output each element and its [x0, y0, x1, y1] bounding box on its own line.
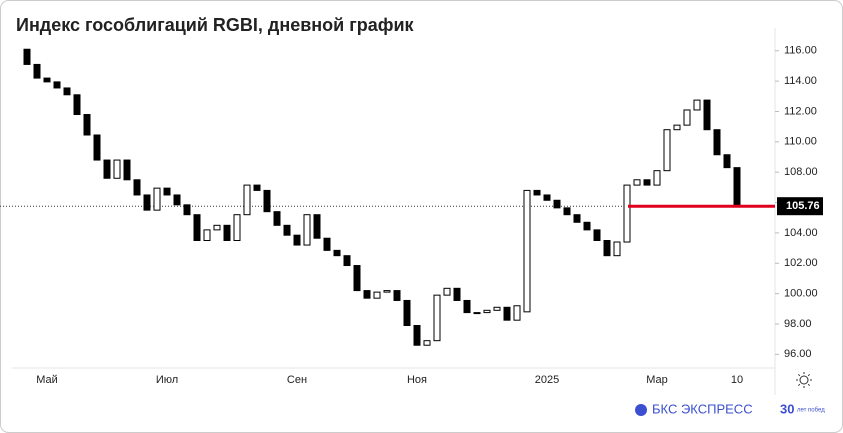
candle	[543, 194, 551, 201]
candle	[653, 170, 661, 186]
brand: БКС ЭКСПРЕСС	[652, 401, 753, 416]
candle	[363, 290, 371, 299]
brand-logo	[635, 404, 647, 416]
y-tick-label: 108.00	[784, 166, 818, 178]
candle	[223, 224, 231, 241]
candle	[513, 305, 521, 321]
candle	[573, 214, 581, 223]
candle	[173, 194, 181, 206]
candle	[563, 207, 571, 216]
candle	[463, 299, 471, 314]
candle	[733, 167, 741, 207]
x-tick-label: Сен	[287, 374, 307, 386]
candle	[123, 159, 131, 181]
candle	[613, 241, 621, 257]
candle	[323, 237, 331, 251]
candle	[453, 287, 461, 301]
candle	[483, 309, 491, 314]
candle	[353, 265, 361, 292]
candle	[433, 294, 441, 342]
candle	[633, 179, 641, 186]
candle	[583, 221, 591, 231]
badge-text: лет побед	[797, 408, 825, 414]
candle	[473, 312, 481, 315]
candle	[113, 159, 121, 179]
candle	[53, 81, 61, 89]
candle	[253, 184, 261, 191]
candle	[663, 129, 671, 172]
candle	[683, 109, 691, 126]
candle	[403, 299, 411, 326]
candle	[83, 114, 91, 136]
last-price-label: 105.76	[786, 200, 820, 212]
candle	[263, 189, 271, 213]
candle	[493, 306, 501, 311]
candle	[193, 214, 201, 241]
candle	[603, 240, 611, 257]
y-tick-label: 116.00	[784, 45, 817, 57]
candle	[303, 214, 311, 246]
candle	[313, 214, 321, 239]
candle	[643, 179, 651, 186]
y-tick-label: 112.00	[784, 105, 817, 117]
candle	[63, 87, 71, 96]
settings-icon[interactable]	[796, 372, 812, 388]
candle	[723, 154, 731, 169]
candle	[443, 287, 451, 296]
candle	[213, 224, 221, 231]
candle	[293, 234, 301, 246]
candle	[273, 211, 281, 226]
candle	[133, 179, 141, 196]
x-tick-label: 10	[731, 374, 743, 386]
candle	[153, 187, 161, 211]
y-tick-label: 104.00	[784, 227, 818, 239]
y-tick-label: 98.00	[784, 318, 812, 330]
candle	[503, 306, 511, 321]
candle	[243, 184, 251, 216]
candle	[673, 124, 681, 131]
candle	[333, 249, 341, 257]
candle	[533, 189, 541, 196]
candle	[23, 48, 31, 65]
y-tick-label: 96.00	[784, 348, 812, 360]
candle	[693, 99, 701, 111]
candle	[593, 229, 601, 241]
candle	[423, 340, 431, 346]
candle	[43, 77, 51, 83]
candle	[393, 290, 401, 301]
x-tick-label: Май	[36, 374, 58, 386]
candle	[103, 159, 111, 179]
candle	[623, 184, 631, 243]
x-tick-label: Мар	[646, 374, 668, 386]
candle	[523, 189, 531, 313]
y-tick-label: 110.00	[784, 136, 817, 148]
candle	[163, 187, 171, 196]
candle	[553, 199, 561, 209]
candle	[703, 99, 711, 131]
y-tick-label: 102.00	[784, 257, 818, 269]
candle	[713, 129, 721, 156]
badge: 30	[780, 401, 794, 416]
candle	[203, 229, 211, 241]
candle	[93, 134, 101, 161]
y-tick-label: 114.00	[784, 75, 817, 87]
y-tick-label: 100.00	[784, 288, 818, 300]
candle	[233, 214, 241, 241]
candle	[183, 204, 191, 216]
x-tick-label: Июл	[156, 374, 178, 386]
candle	[373, 291, 381, 299]
x-tick-label: Ноя	[407, 374, 427, 386]
last-price-box	[777, 197, 823, 216]
candle	[343, 255, 351, 267]
x-tick-label: 2025	[535, 374, 559, 386]
candle	[413, 325, 421, 346]
candle	[283, 224, 291, 236]
chart-title: Индекс гособлигаций RGBI, дневной график	[16, 15, 415, 35]
candle	[383, 290, 391, 293]
candle	[73, 94, 81, 116]
candle	[143, 194, 151, 211]
candle	[33, 63, 41, 79]
